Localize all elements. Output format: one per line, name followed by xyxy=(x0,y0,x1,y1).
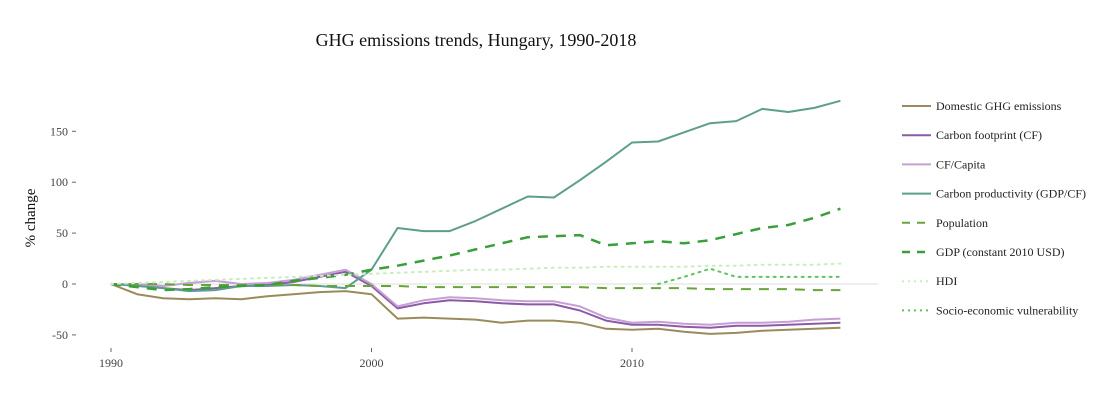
legend: Domestic GHG emissions Carbon footprint (… xyxy=(902,99,1086,317)
series-line-carbon-productivity-gdp-cf xyxy=(110,99,841,293)
legend-item[interactable]: Carbon productivity (GDP/CF) xyxy=(902,187,1086,201)
series-line-cf-capita xyxy=(111,268,841,326)
legend-item[interactable]: HDI xyxy=(902,274,957,288)
y-tick-label: 50 xyxy=(56,226,68,240)
y-tick-label: 100 xyxy=(50,175,68,189)
x-tick-label: 1990 xyxy=(99,356,123,370)
legend-label: HDI xyxy=(936,274,957,288)
series-line-hdi xyxy=(110,262,842,285)
legend-item[interactable]: Socio-economic vulnerability xyxy=(902,303,1078,317)
y-tick-label: -50 xyxy=(52,328,68,342)
legend-label: Domestic GHG emissions xyxy=(936,99,1062,113)
x-tick-label: 2010 xyxy=(620,356,644,370)
x-tick-label: 2000 xyxy=(360,356,384,370)
legend-item[interactable]: CF/Capita xyxy=(902,157,986,171)
series-line-population xyxy=(111,283,841,292)
y-tick-label: 0 xyxy=(62,277,68,291)
legend-item[interactable]: Domestic GHG emissions xyxy=(902,99,1062,113)
legend-label: Socio-economic vulnerability xyxy=(936,303,1078,317)
y-axis-label: % change xyxy=(23,188,39,247)
y-tick-label: 150 xyxy=(50,124,68,138)
legend-label: Carbon footprint (CF) xyxy=(936,128,1042,142)
legend-item[interactable]: GDP (constant 2010 USD) xyxy=(902,245,1065,259)
x-axis: 1990 2000 2010 xyxy=(99,348,644,370)
legend-label: CF/Capita xyxy=(936,157,986,171)
legend-item[interactable]: Population xyxy=(902,216,988,230)
series-line-socio-economic-vulnerability xyxy=(657,267,842,285)
chart-title: GHG emissions trends, Hungary, 1990-2018 xyxy=(316,30,637,50)
legend-label: Population xyxy=(936,216,988,230)
legend-label: Carbon productivity (GDP/CF) xyxy=(936,187,1086,201)
legend-item[interactable]: Carbon footprint (CF) xyxy=(902,128,1042,142)
series-line-domestic-ghg-emissions xyxy=(110,283,841,335)
plot-area xyxy=(110,99,842,335)
legend-label: GDP (constant 2010 USD) xyxy=(936,245,1065,259)
series-line-gdp-constant-2010-usd xyxy=(110,207,841,292)
y-axis: -50 0 50 100 150 xyxy=(50,124,76,342)
